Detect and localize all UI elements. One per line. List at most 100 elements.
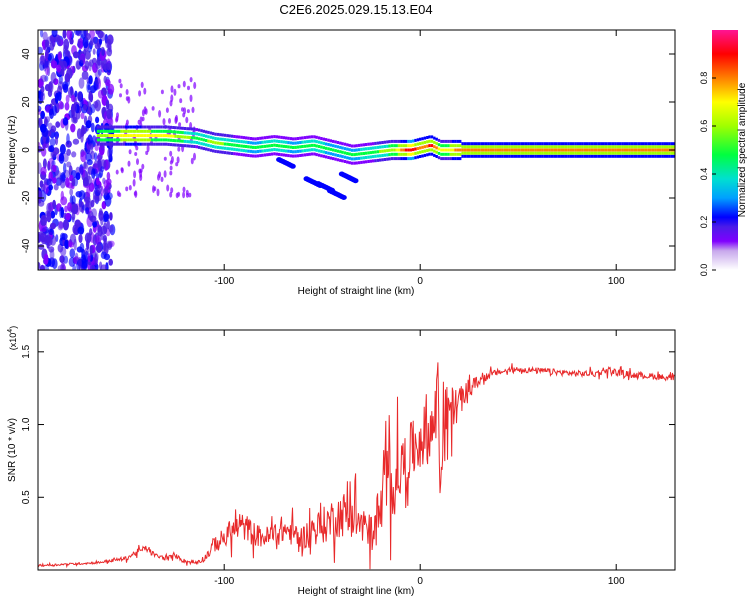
heatmap-cell bbox=[649, 142, 652, 146]
heatmap-cell bbox=[235, 135, 238, 139]
heatmap-cell bbox=[637, 142, 641, 146]
heatmap-cell bbox=[560, 145, 563, 149]
heatmap-cell bbox=[644, 145, 648, 149]
heatmap-cell bbox=[139, 125, 142, 129]
heatmap-cell bbox=[273, 135, 276, 139]
heatmap-cell bbox=[254, 146, 257, 149]
heatmap-cell bbox=[350, 161, 354, 165]
heatmap-cell bbox=[482, 142, 485, 146]
heatmap-cell bbox=[515, 148, 518, 152]
heatmap-cell bbox=[341, 159, 344, 163]
heatmap-cell bbox=[315, 135, 318, 139]
heatmap-cell bbox=[296, 137, 300, 140]
heatmap-cell bbox=[623, 151, 626, 155]
heatmap-cell bbox=[515, 154, 518, 158]
colorbar-tick-label: 0.2 bbox=[699, 216, 709, 229]
heatmap-cell bbox=[654, 148, 657, 152]
heatmap-cell bbox=[108, 138, 111, 142]
y-tick-label: 0.5 bbox=[21, 490, 32, 504]
heatmap-cell bbox=[47, 122, 53, 131]
heatmap-cell bbox=[386, 153, 389, 157]
snr-xlabel: Height of straight line (km) bbox=[298, 586, 415, 597]
heatmap-cell bbox=[463, 148, 467, 152]
heatmap-cell bbox=[120, 125, 123, 129]
heatmap-cell bbox=[113, 134, 116, 138]
heatmap-cell bbox=[176, 143, 180, 147]
heatmap-cell bbox=[367, 142, 370, 146]
heatmap-cell bbox=[66, 148, 71, 156]
heatmap-cell bbox=[412, 156, 415, 160]
heatmap-cell bbox=[640, 142, 643, 146]
heatmap-cell bbox=[560, 151, 563, 155]
heatmap-cell bbox=[508, 151, 511, 155]
heatmap-cell bbox=[53, 184, 59, 191]
heatmap-cell bbox=[172, 139, 175, 142]
heatmap-cell bbox=[247, 136, 250, 140]
heatmap-cell bbox=[127, 134, 130, 138]
heatmap-cell bbox=[614, 154, 617, 158]
heatmap-cell bbox=[216, 145, 220, 149]
heatmap-cell bbox=[165, 134, 168, 138]
heatmap-cell bbox=[310, 148, 314, 152]
heatmap-cell bbox=[402, 148, 405, 152]
heatmap-cell bbox=[324, 142, 328, 146]
heatmap-cell bbox=[103, 138, 107, 142]
heatmap-cell bbox=[412, 139, 415, 143]
heatmap-cell bbox=[94, 42, 101, 50]
heatmap-cell bbox=[252, 137, 255, 141]
heatmap-cell bbox=[150, 129, 154, 133]
heatmap-cell bbox=[150, 134, 154, 138]
heatmap-cell bbox=[503, 145, 507, 149]
heatmap-cell bbox=[581, 151, 584, 155]
heatmap-cell bbox=[70, 123, 76, 133]
heatmap-cell bbox=[567, 154, 570, 158]
heatmap-cell bbox=[520, 145, 523, 149]
heatmap-cell bbox=[308, 148, 311, 152]
heatmap-cell bbox=[306, 135, 309, 139]
heatmap-cell bbox=[106, 138, 109, 142]
heatmap-cell bbox=[179, 126, 182, 130]
heatmap-cell bbox=[334, 149, 337, 153]
heatmap-cell bbox=[172, 134, 175, 138]
heatmap-cell bbox=[127, 129, 130, 133]
heatmap-cell bbox=[623, 154, 626, 158]
heatmap-cell bbox=[139, 142, 142, 146]
heatmap-cell bbox=[95, 30, 101, 35]
heatmap-cell bbox=[470, 145, 474, 149]
heatmap-cell bbox=[294, 154, 297, 158]
heatmap-cell bbox=[529, 142, 532, 146]
heatmap-cell bbox=[292, 141, 295, 145]
heatmap-cell bbox=[583, 151, 587, 155]
heatmap-cell bbox=[350, 157, 354, 161]
heatmap-cell bbox=[165, 107, 169, 113]
heatmap-cell bbox=[649, 154, 652, 158]
heatmap-cell bbox=[590, 142, 594, 146]
heatmap-cell bbox=[355, 152, 358, 156]
spectrogram-ylabel: Frequency (Hz) bbox=[7, 116, 18, 185]
heatmap-cell bbox=[219, 141, 222, 145]
heatmap-cell bbox=[165, 142, 168, 146]
heatmap-cell bbox=[195, 145, 198, 149]
heatmap-cell bbox=[324, 146, 328, 150]
heatmap-cell bbox=[46, 211, 52, 223]
heatmap-cell bbox=[621, 148, 624, 152]
heatmap-cell bbox=[503, 148, 507, 152]
heatmap-cell bbox=[80, 112, 85, 120]
heatmap-cell bbox=[310, 143, 314, 147]
heatmap-cell bbox=[65, 177, 70, 188]
heatmap-cell bbox=[602, 151, 605, 155]
heatmap-cell bbox=[437, 138, 441, 142]
heatmap-cell bbox=[310, 152, 314, 156]
heatmap-cell bbox=[607, 145, 610, 149]
heatmap-cell bbox=[296, 141, 300, 145]
heatmap-cell bbox=[308, 139, 311, 143]
heatmap-cell bbox=[158, 110, 162, 118]
heatmap-cell bbox=[581, 142, 584, 146]
heatmap-cell bbox=[163, 156, 167, 161]
heatmap-cell bbox=[237, 135, 241, 139]
heatmap-cell bbox=[480, 151, 483, 155]
heatmap-cell bbox=[352, 178, 359, 184]
heatmap-cell bbox=[546, 142, 549, 146]
heatmap-cell bbox=[390, 148, 394, 152]
heatmap-cell bbox=[461, 145, 464, 149]
